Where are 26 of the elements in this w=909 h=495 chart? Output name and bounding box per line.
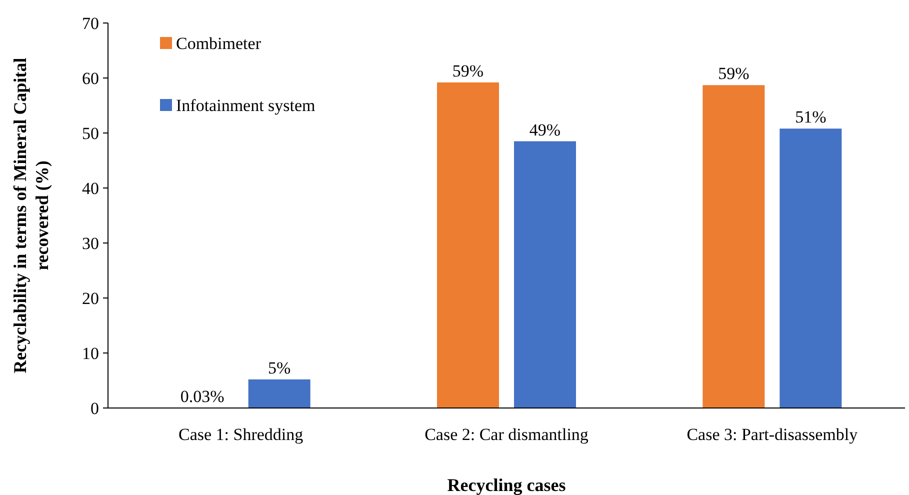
- legend-label: Infotainment system: [176, 96, 316, 115]
- legend-label: Combimeter: [176, 34, 262, 53]
- bar: [702, 85, 765, 408]
- y-tick-label: 50: [82, 124, 99, 143]
- x-tick-label: Case 2: Car dismantling: [424, 425, 589, 444]
- y-tick-label: 60: [82, 68, 99, 88]
- y-tick-label: 40: [82, 178, 99, 198]
- data-label: 59%: [718, 64, 750, 84]
- y-tick-label: 70: [82, 14, 99, 33]
- bar: [514, 141, 576, 408]
- bar: [780, 128, 842, 408]
- y-tick-label: 30: [82, 234, 99, 253]
- x-tick-label: Case 3: Part-disassembly: [686, 425, 858, 444]
- bar: [437, 82, 499, 408]
- y-tick-label: 0: [90, 398, 99, 418]
- y-tick-label: 10: [82, 344, 99, 363]
- x-tick-label: Case 1: Shredding: [178, 425, 304, 444]
- data-label: 5%: [268, 358, 291, 378]
- x-axis-title: Recycling cases: [447, 475, 566, 495]
- bar: [248, 379, 310, 408]
- y-tick-label: 20: [82, 288, 99, 308]
- y-axis-title: Recyclability in terms of Mineral Capital recovered (%): [10, 58, 52, 374]
- data-label: 0.03%: [180, 386, 224, 406]
- data-label: 49%: [529, 120, 561, 140]
- data-label: 51%: [795, 108, 826, 127]
- data-label: 59%: [452, 61, 484, 80]
